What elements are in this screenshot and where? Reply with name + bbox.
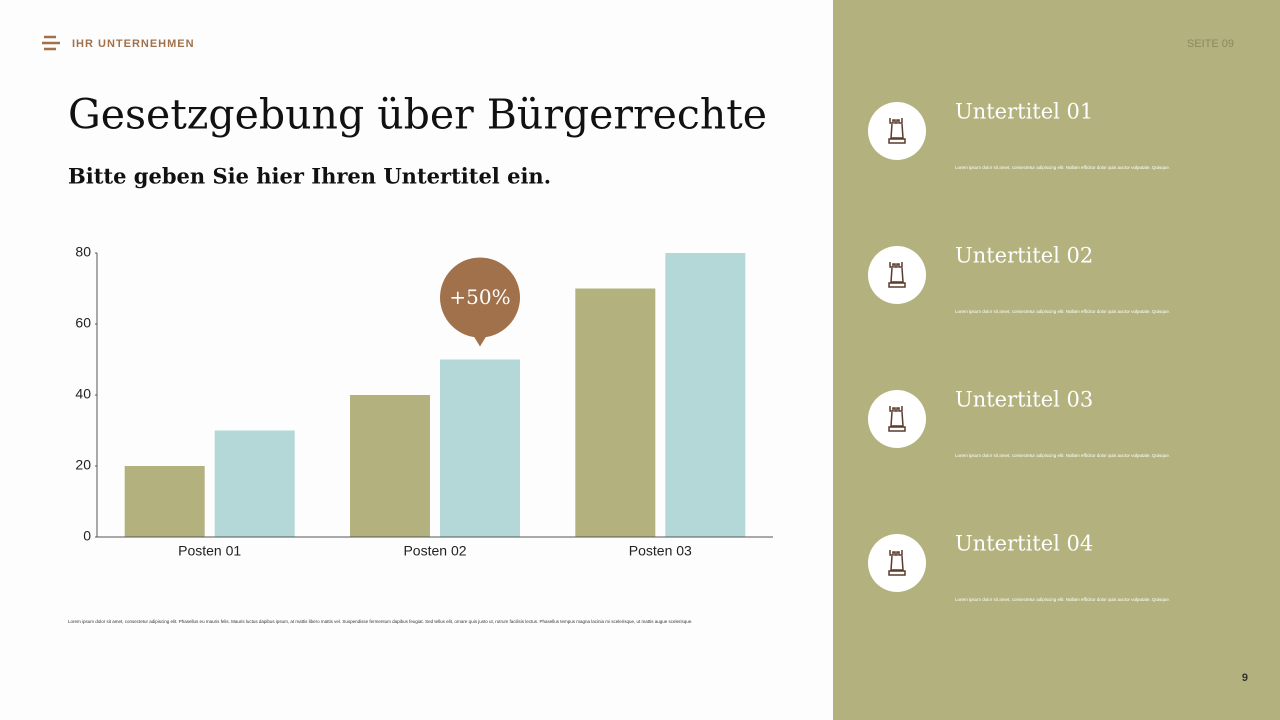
y-tick-label: 80	[75, 244, 91, 260]
bar	[214, 430, 295, 537]
bar	[124, 466, 205, 537]
bar	[575, 288, 656, 537]
y-tick-label: 0	[83, 528, 91, 544]
x-tick-label: Posten 01	[178, 543, 241, 559]
item-icon-bg	[868, 246, 926, 304]
bar	[440, 359, 520, 537]
item-text: Lorem ipsum dolor sit amet, consectetur …	[955, 309, 1170, 314]
title: Gesetzgebung über Bürgerrechte	[68, 91, 767, 139]
item-title: Untertitel 01	[955, 100, 1093, 124]
page-label: SEITE 09	[1187, 38, 1234, 50]
bar	[350, 395, 430, 537]
y-tick-label: 20	[75, 457, 91, 473]
item-title: Untertitel 04	[955, 532, 1093, 556]
x-tick-label: Posten 02	[403, 543, 466, 559]
y-tick-label: 40	[75, 386, 91, 402]
bar	[665, 253, 746, 537]
y-tick-label: 60	[75, 315, 91, 331]
item-icon	[888, 262, 906, 288]
subtitle: Bitte geben Sie hier Ihren Untertitel ei…	[68, 164, 551, 189]
item-icon-bg	[868, 102, 926, 160]
item-icon	[888, 118, 906, 144]
item-icon	[888, 406, 906, 432]
callout-text: +50%	[449, 285, 510, 309]
item-icon-bg	[868, 534, 926, 592]
item-text: Lorem ipsum dolor sit amet, consectetur …	[955, 165, 1170, 170]
company-name: IHR UNTERNEHMEN	[72, 38, 195, 50]
item-title: Untertitel 02	[955, 244, 1093, 268]
x-tick-label: Posten 03	[629, 543, 692, 559]
callout	[440, 257, 520, 338]
item-icon-bg	[868, 390, 926, 448]
item-text: Lorem ipsum dolor sit amet, consectetur …	[955, 597, 1170, 602]
footnote: Lorem ipsum dolor sit amet, consectetur …	[68, 619, 693, 624]
item-title: Untertitel 03	[955, 388, 1093, 412]
item-text: Lorem ipsum dolor sit amet, consectetur …	[955, 453, 1170, 458]
logo	[42, 35, 60, 51]
item-icon	[888, 550, 906, 576]
page-number: 9	[1242, 672, 1248, 684]
